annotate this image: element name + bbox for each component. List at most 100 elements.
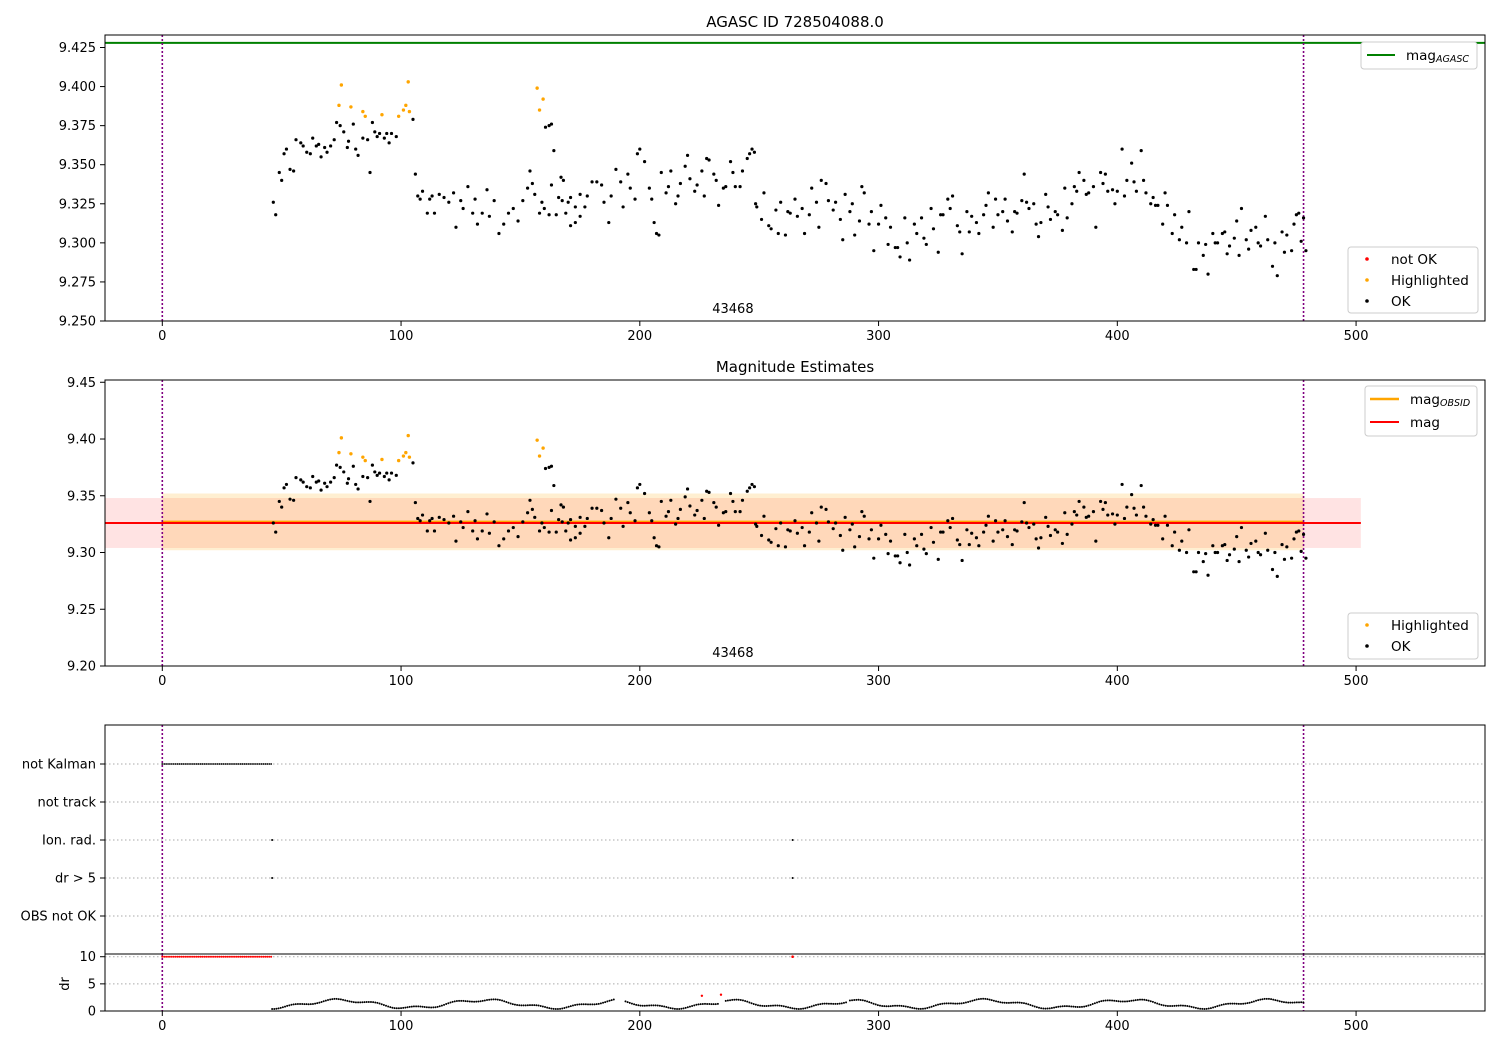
p2-ok-point-112 bbox=[638, 482, 642, 487]
dr-point bbox=[973, 999, 976, 1002]
p1-ytick-label-9.3: 9.300 bbox=[59, 236, 96, 251]
p2-ok-point-277 bbox=[1165, 523, 1170, 527]
p1-ok-point-42 bbox=[413, 172, 417, 176]
dr-point bbox=[311, 1002, 314, 1005]
flag-point bbox=[170, 763, 173, 765]
flag-point bbox=[207, 763, 210, 765]
dr-point bbox=[1132, 999, 1135, 1002]
p2-xtick-label-200: 200 bbox=[627, 674, 652, 689]
flag-point bbox=[247, 763, 250, 765]
p2-ok-point-175 bbox=[841, 548, 845, 552]
p1-ok-point-151 bbox=[759, 217, 764, 222]
dr-point bbox=[780, 1004, 783, 1007]
p2-ok-point-297 bbox=[1232, 547, 1236, 551]
dr-point bbox=[1027, 1003, 1030, 1006]
p2-ok-point-274 bbox=[1156, 523, 1160, 527]
p2-ok-point-100 bbox=[595, 506, 599, 510]
dr-point bbox=[941, 1002, 944, 1005]
p2-ok-point-321 bbox=[1304, 556, 1308, 560]
dr-point bbox=[693, 1004, 696, 1007]
dr-point bbox=[1188, 1005, 1191, 1008]
dr-capped-point bbox=[226, 955, 229, 958]
p4-ytick-label-10: 10 bbox=[79, 950, 96, 965]
p2-ok-point-255 bbox=[1099, 499, 1103, 504]
dr-point bbox=[1278, 1000, 1281, 1003]
p2-ok-point-105 bbox=[614, 497, 618, 501]
p1-ok-point-272 bbox=[1151, 195, 1155, 200]
dr-point bbox=[391, 1006, 394, 1009]
p2-ok-point-182 bbox=[862, 514, 866, 518]
dr-point bbox=[318, 1001, 321, 1004]
dr-point bbox=[1072, 1005, 1075, 1008]
dr-point bbox=[778, 1004, 781, 1007]
p2-ok-point-93 bbox=[564, 529, 568, 533]
dr-point bbox=[296, 1002, 299, 1005]
dr-point bbox=[870, 1001, 873, 1004]
dr-point bbox=[432, 1006, 435, 1009]
p1-ok-point-110 bbox=[633, 197, 637, 201]
p2-ok-point-304 bbox=[1254, 539, 1258, 543]
dr-point bbox=[861, 999, 864, 1002]
dr-point bbox=[772, 1004, 775, 1007]
p2-ok-point-85 bbox=[573, 536, 577, 540]
p4-ytick-label-0: 0 bbox=[88, 1005, 96, 1020]
panel-flags: not Kalman not track Ion. rad. dr > 5 OBS no… bbox=[21, 724, 1486, 955]
p1-ok-point-206 bbox=[941, 213, 945, 217]
p1-ok-point-101 bbox=[600, 183, 604, 187]
p1-ok-point-39 bbox=[389, 131, 394, 136]
flag-point bbox=[195, 763, 198, 765]
dr-point bbox=[1093, 1002, 1096, 1005]
p2-ok-point-196 bbox=[908, 563, 912, 567]
p1-ok-point-259 bbox=[1110, 188, 1115, 192]
dr-point bbox=[511, 1003, 514, 1006]
dr-point bbox=[423, 1005, 426, 1008]
p1-ok-point-256 bbox=[1101, 181, 1105, 186]
p2-ok-point-288 bbox=[1204, 552, 1208, 556]
p1-ok-point-163 bbox=[800, 206, 804, 211]
dr-capped-point bbox=[237, 955, 240, 958]
dr-point bbox=[331, 998, 334, 1001]
p2-ok-point-133 bbox=[705, 489, 709, 493]
flag-point bbox=[226, 763, 229, 765]
flag-point bbox=[188, 763, 190, 765]
p1-ok-point-309 bbox=[1270, 264, 1275, 268]
p1-ytick-label-9.375: 9.375 bbox=[59, 119, 96, 134]
dr-point bbox=[691, 1004, 694, 1007]
p2-ok-point-204 bbox=[936, 557, 940, 561]
p1-ok-point-5 bbox=[284, 147, 289, 151]
p2-ok-point-76 bbox=[540, 521, 544, 525]
p1-hl-point-7 bbox=[401, 108, 406, 112]
dr-point bbox=[1035, 1006, 1038, 1009]
dr-point bbox=[868, 1001, 871, 1004]
dr-point bbox=[832, 1002, 835, 1005]
p2-ok-point-279 bbox=[1173, 530, 1177, 534]
p2-ok-point-45 bbox=[420, 513, 425, 517]
dr-point bbox=[589, 1003, 592, 1006]
dr-point bbox=[582, 1003, 585, 1006]
p1-ok-point-312 bbox=[1280, 230, 1284, 234]
dr-point bbox=[518, 1004, 521, 1007]
panel2-plot-layer: 9.20 9.25 9.30 9.35 9.40 9.45 0 100 200 300 400 500 bbox=[67, 376, 1368, 689]
dr-point bbox=[765, 1004, 768, 1007]
p1-ok-point-57 bbox=[466, 184, 470, 189]
p2-ok-point-248 bbox=[1075, 513, 1079, 517]
flag-point bbox=[184, 763, 187, 765]
dr-point bbox=[513, 1003, 516, 1006]
dr-point bbox=[750, 1002, 753, 1005]
dr-point bbox=[739, 998, 742, 1001]
p1-ok-point-310 bbox=[1273, 241, 1277, 245]
p2-ok-point-207 bbox=[946, 519, 950, 523]
p1-ok-point-175 bbox=[841, 238, 845, 242]
panel1-legend-points: not OK Highlighted OK bbox=[1347, 246, 1479, 314]
dr-capped-point bbox=[174, 955, 177, 958]
p2-ok-point-194 bbox=[903, 532, 907, 536]
dr-point bbox=[876, 1004, 879, 1007]
dr-point bbox=[1267, 997, 1270, 1000]
dr-point bbox=[1128, 1000, 1131, 1003]
p2-ok-point-295 bbox=[1225, 558, 1229, 563]
dr-capped-point bbox=[264, 955, 267, 958]
panel4-frame bbox=[104, 953, 1486, 1012]
dr-point bbox=[1220, 1003, 1223, 1006]
dr-point bbox=[1169, 1005, 1172, 1008]
dr-point bbox=[294, 1003, 297, 1006]
